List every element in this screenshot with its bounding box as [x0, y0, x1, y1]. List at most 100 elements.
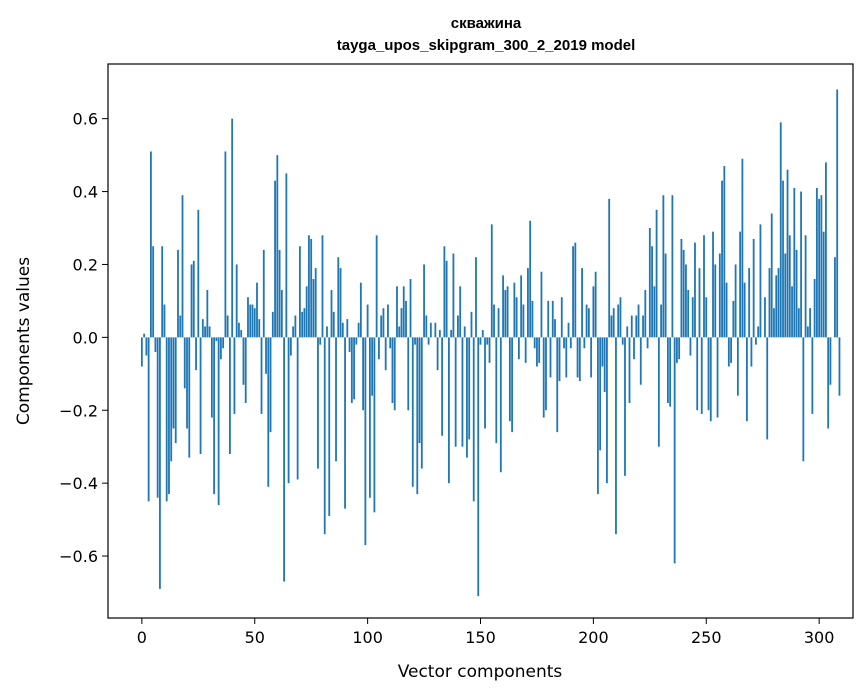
- bar-60: [276, 155, 279, 338]
- bar-242: [687, 289, 690, 338]
- bar-106: [380, 315, 383, 338]
- bars-group: [140, 89, 841, 597]
- bar-123: [418, 337, 421, 444]
- bar-259: [725, 282, 728, 338]
- bar-6: [154, 337, 157, 352]
- bar-218: [633, 337, 635, 360]
- bar-280: [773, 308, 775, 338]
- bar-107: [382, 308, 385, 338]
- bar-105: [378, 337, 380, 360]
- bar-290: [795, 249, 798, 338]
- bar-20: [186, 337, 188, 429]
- bar-48: [249, 304, 252, 338]
- bar-39: [229, 337, 231, 454]
- bar-26: [199, 337, 202, 454]
- bar-295: [806, 326, 809, 338]
- y-tick-label-5: 0.4: [73, 183, 98, 202]
- bar-15: [174, 337, 177, 444]
- bar-195: [581, 268, 583, 338]
- bar-66: [289, 337, 292, 356]
- bar-263: [734, 264, 737, 338]
- bar-161: [504, 289, 507, 338]
- bar-233: [666, 337, 669, 403]
- bar-147: [472, 337, 475, 502]
- bar-98: [362, 337, 365, 411]
- bar-235: [671, 195, 674, 338]
- bar-266: [741, 158, 744, 338]
- bar-139: [454, 337, 457, 447]
- bar-282: [777, 268, 780, 338]
- bar-270: [750, 337, 753, 367]
- bar-213: [621, 337, 624, 345]
- bar-171: [527, 268, 529, 338]
- bar-104: [375, 235, 378, 338]
- bar-185: [558, 337, 561, 382]
- bar-297: [811, 337, 814, 414]
- bar-284: [782, 180, 784, 338]
- bar-272: [755, 337, 757, 345]
- bar-87: [337, 257, 340, 338]
- bar-103: [373, 337, 376, 513]
- bar-38: [226, 315, 229, 338]
- bar-12: [168, 337, 170, 495]
- bar-189: [567, 322, 570, 338]
- y-tick-label-6: 0.6: [73, 110, 98, 129]
- bar-160: [502, 275, 504, 338]
- bar-308: [836, 89, 839, 338]
- bar-179: [545, 337, 547, 411]
- bar-289: [793, 187, 796, 338]
- bar-184: [556, 337, 559, 433]
- bar-34: [217, 337, 220, 506]
- bar-72: [303, 308, 306, 338]
- bar-65: [287, 337, 290, 484]
- bar-194: [578, 337, 581, 382]
- bar-291: [797, 308, 800, 338]
- bar-220: [637, 304, 640, 338]
- bar-165: [513, 282, 516, 338]
- bar-193: [576, 337, 579, 378]
- bar-31: [210, 337, 213, 418]
- x-tick-label-3: 150: [465, 628, 496, 647]
- bar-29: [206, 289, 209, 338]
- bar-249: [703, 235, 705, 338]
- bar-110: [389, 337, 392, 349]
- bar-67: [292, 326, 295, 338]
- bar-264: [736, 337, 739, 396]
- bar-16: [177, 249, 179, 338]
- bar-251: [707, 337, 710, 411]
- bar-299: [815, 187, 818, 338]
- bar-283: [779, 122, 782, 338]
- y-tick-label-0: −0.6: [59, 547, 98, 566]
- bar-178: [542, 337, 545, 418]
- bar-42: [235, 264, 238, 338]
- bar-93: [350, 337, 353, 403]
- bar-5: [152, 246, 155, 338]
- bar-166: [515, 297, 518, 338]
- bar-8: [159, 337, 161, 589]
- bar-244: [691, 297, 694, 338]
- bar-232: [664, 253, 667, 338]
- bar-152: [484, 337, 486, 429]
- bar-222: [642, 315, 644, 338]
- bar-210: [615, 337, 617, 535]
- bar-99: [364, 337, 367, 546]
- bar-146: [470, 311, 473, 338]
- x-tick-label-1: 50: [245, 628, 265, 647]
- bar-246: [696, 337, 699, 411]
- bar-169: [522, 304, 525, 338]
- bar-269: [748, 268, 751, 338]
- bar-122: [416, 337, 419, 495]
- bar-307: [834, 257, 836, 338]
- bar-132: [438, 330, 441, 338]
- bar-228: [655, 209, 658, 338]
- bar-74: [308, 235, 310, 338]
- chart-title: скважина: [451, 15, 522, 32]
- bar-226: [651, 246, 653, 338]
- bar-45: [242, 337, 245, 385]
- bar-92: [348, 337, 351, 352]
- bar-113: [396, 286, 398, 338]
- bar-211: [617, 304, 620, 338]
- bar-44: [240, 330, 243, 338]
- bar-27: [201, 319, 204, 338]
- bar-89: [341, 322, 344, 338]
